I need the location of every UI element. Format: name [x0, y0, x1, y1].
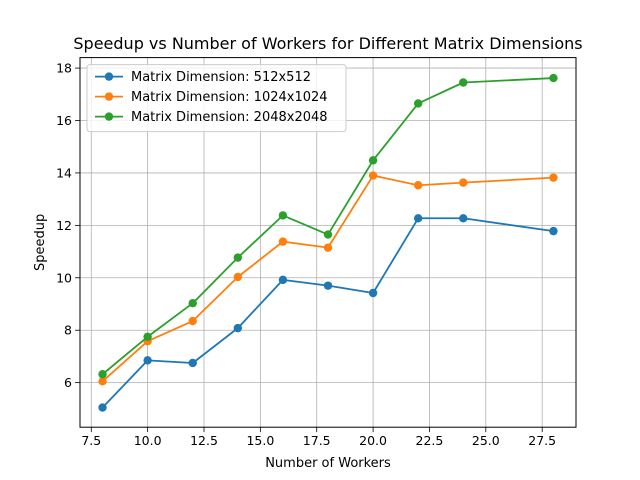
data-point: [549, 173, 558, 182]
legend-label: Matrix Dimension: 1024x1024: [131, 90, 328, 105]
data-point: [143, 332, 152, 341]
y-tick-label: 10: [56, 270, 72, 285]
data-point: [549, 73, 558, 83]
data-point: [413, 181, 423, 190]
x-tick-label: 17.5: [303, 433, 331, 448]
y-tick-label: 16: [56, 113, 72, 128]
data-point: [368, 156, 378, 165]
data-point: [233, 323, 243, 333]
data-point: [233, 272, 243, 282]
y-tick-label: 12: [56, 218, 72, 233]
legend: Matrix Dimension: 512x512 Matrix Dimensio…: [86, 64, 347, 133]
x-tick-label: 25.0: [472, 433, 500, 448]
y-tick-label: 14: [56, 165, 72, 180]
series-layer: [98, 73, 558, 412]
data-point: [323, 230, 333, 239]
data-point: [188, 316, 197, 326]
legend-swatch-marker: [104, 72, 114, 81]
data-point: [98, 377, 107, 386]
series-matrix-dimension-512x512: [98, 214, 558, 412]
legend-swatch-marker: [104, 92, 114, 101]
series-matrix-dimension-1024x1024: [98, 171, 558, 386]
series-matrix-dimension-2048x2048: [98, 73, 558, 379]
data-point: [549, 226, 558, 236]
data-point: [143, 356, 152, 365]
y-tick-label: 18: [56, 61, 72, 76]
x-tick-label: 7.5: [81, 433, 101, 448]
data-point: [459, 214, 468, 223]
legend-item: Matrix Dimension: 512x512: [95, 70, 311, 85]
data-point: [278, 275, 288, 285]
y-tick-label: 8: [64, 323, 72, 338]
x-axis-title: Number of Workers: [265, 456, 391, 471]
data-point: [323, 243, 333, 252]
data-point: [98, 403, 107, 412]
x-tick-label: 20.0: [359, 433, 387, 448]
legend-item: Matrix Dimension: 1024x1024: [95, 90, 328, 105]
legend-box: [86, 64, 347, 133]
data-point: [323, 281, 333, 290]
x-tick-label: 22.5: [416, 433, 444, 448]
y-tick-label: 6: [64, 375, 72, 390]
data-point: [368, 171, 378, 180]
chart-title: Speedup vs Number of Workers for Differe…: [73, 34, 582, 53]
x-tick-label: 27.5: [528, 433, 556, 448]
x-tick-label: 12.5: [190, 433, 218, 448]
data-point: [413, 99, 423, 108]
data-point: [278, 237, 288, 246]
x-tick-label: 15.0: [246, 433, 274, 448]
data-point: [368, 288, 378, 298]
data-point: [233, 253, 243, 262]
data-point: [188, 299, 197, 308]
legend-item: Matrix Dimension: 2048x2048: [95, 110, 328, 125]
plot-frame: [79, 57, 577, 428]
data-point: [459, 78, 468, 87]
series-line: [101, 77, 554, 375]
legend-swatch-marker: [104, 112, 114, 121]
series-line: [101, 174, 554, 383]
data-point: [459, 178, 468, 187]
axis-ticks: 7.5 10.0 12.5 15.0 17.5 20.0 22.5 25.0 27.5 6 8 10 1…: [56, 61, 556, 449]
series-line: [101, 217, 554, 409]
data-point: [188, 358, 197, 368]
x-tick-label: 10.0: [134, 433, 162, 448]
data-point: [98, 370, 107, 379]
data-point: [278, 211, 288, 220]
data-point: [413, 214, 423, 223]
legend-label: Matrix Dimension: 512x512: [131, 70, 311, 85]
legend-label: Matrix Dimension: 2048x2048: [131, 110, 328, 125]
y-axis-title: Speedup: [33, 214, 48, 271]
